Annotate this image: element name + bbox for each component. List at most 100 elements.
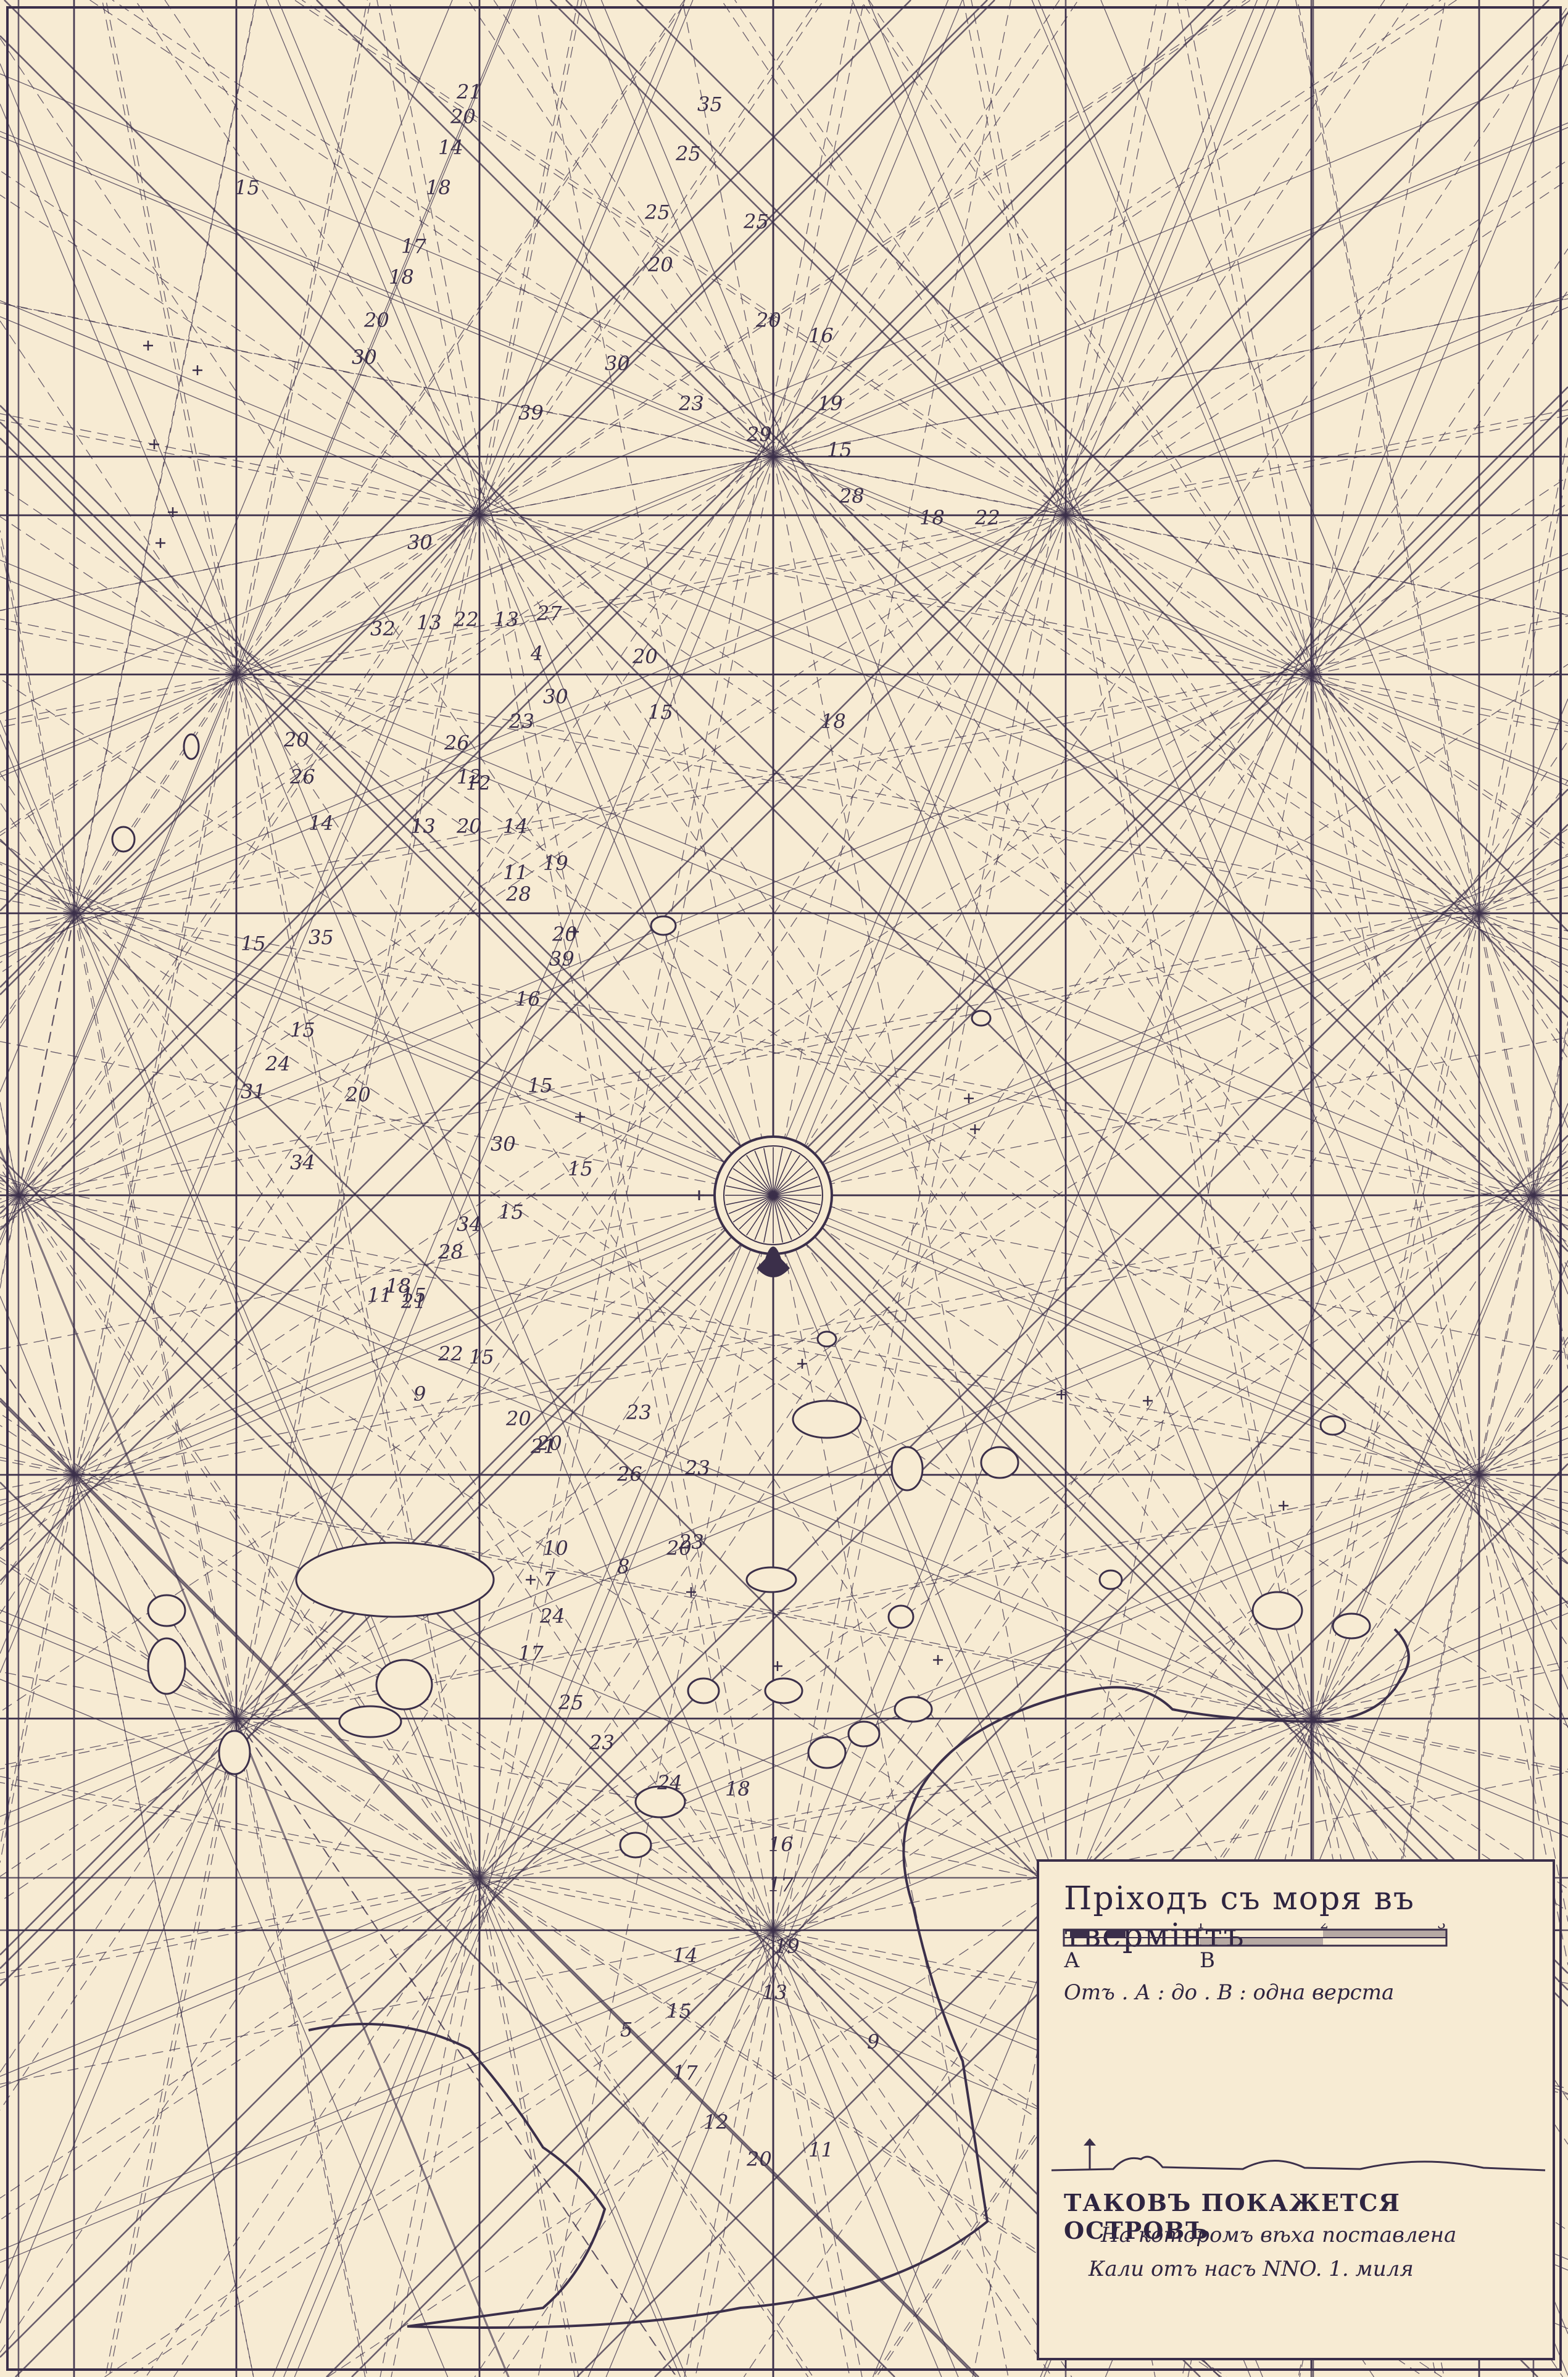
island [148,1638,185,1694]
rhumb-line [0,679,773,1195]
rhumb-line [236,674,1568,1226]
sounding-depth: 30 [605,352,630,375]
rhumb-line [106,1719,236,2377]
rhumb-line [0,1878,479,2076]
rhumb-line [773,400,1568,1195]
sounding-depth: 30 [491,1132,516,1156]
rhumb-line [0,541,74,913]
rhumb-line [0,674,236,832]
rhumb-line [1066,180,1568,515]
rhumb-line [0,422,773,1195]
rhumb-line [104,1930,773,2377]
rhumb-line [0,913,74,987]
rhumb-line [0,515,479,1233]
rhumb-line [74,913,1052,2377]
island [808,1737,845,1768]
sounding-depth: 15 [234,176,260,199]
rhumb-line [236,674,1568,2006]
rock-icon [149,439,159,449]
sounding-depth: 20 [755,309,781,332]
island [184,734,199,759]
sounding-depth: 23 [678,392,704,415]
sounding-depth: 13 [417,611,442,634]
island [818,1332,836,1346]
island [889,1606,913,1628]
sounding-depth: 17 [401,234,426,258]
sounding-depth: 13 [494,608,519,631]
rhumb-line [0,1398,479,1878]
sounding-depth: 12 [466,771,491,795]
sounding-depth: 39 [549,947,575,971]
rock-icon [964,1093,974,1103]
rhumb-line [773,1037,1568,1195]
rhumb-line [0,1719,236,1955]
rhumb-line [0,1195,773,1516]
rhumb-line [0,1475,74,1847]
island [895,1697,932,1722]
rhumb-line [0,773,773,1930]
rock-icon [970,1124,980,1134]
sounding-depth: 20 [536,1432,562,1455]
rhumb-line [19,1195,808,2377]
rhumb-line [1479,1260,1568,1475]
sounding-depth: 25 [675,142,701,165]
rhumb-line [236,1719,676,2377]
rhumb-line [773,127,1568,457]
scale-label-b: В [1200,1948,1215,1973]
sounding-depth: 20 [283,728,309,752]
island [651,916,676,935]
rhumb-line [0,438,236,674]
rhumb-line [74,294,1568,913]
rhumb-line [773,866,1568,1195]
rock-icon [193,365,202,375]
rhumb-line [302,0,1311,674]
rhumb-line [1313,1719,1568,1769]
rhumb-line [19,0,817,1195]
scale-label-a: А [1064,1948,1080,1973]
rhumb-line [773,11,1568,1930]
rhumb-line [0,1878,479,1973]
sounding-depth: 28 [839,484,865,508]
rhumb-line [294,515,1066,2377]
rhumb-line [19,0,1214,1195]
coastal-profile [1039,2109,1558,2183]
sounding-depth: 39 [518,401,544,425]
sounding-depth: 28 [505,882,531,906]
sounding-depth: 34 [290,1151,315,1174]
sounding-depth: 17 [768,1873,794,1896]
sounding-depth: 26 [289,765,315,789]
rhumb-line [0,1782,479,1878]
rhumb-line [1313,1668,1568,1719]
sounding-depth: 20 [632,645,658,668]
rhumb-line [479,0,995,515]
rhumb-line [773,0,1157,1930]
rhumb-line [236,0,370,674]
sounding-depth: 18 [725,1777,750,1801]
rhumb-line [773,457,1568,1251]
rhumb-line [1479,1475,1568,1608]
sounding-depth: 24 [265,1052,291,1076]
rhumb-line [0,1475,74,1549]
rhumb-line [1533,1195,1568,1230]
rhumb-line [0,420,479,515]
rhumb-line [0,674,236,1862]
island [1100,1570,1122,1589]
sounding-depth: 14 [673,1944,698,1967]
rhumb-line [102,0,236,674]
rock-icon [1056,1390,1066,1400]
rhumb-line [0,1930,773,2084]
island [892,1447,923,1490]
sounding-depth: 16 [515,987,541,1011]
sounding-depth: 31 [241,1080,266,1103]
rhumb-line [74,476,1568,1475]
rhumb-line [1311,674,1568,726]
rhumb-line [773,457,1568,615]
sounding-depth: 7 [543,1567,556,1591]
scale-description: Отъ . А : до . В : одна верста [1064,1980,1394,2005]
rock-icon [1279,1501,1288,1511]
rock-icon [773,1661,782,1671]
sounding-depth: 23 [626,1401,652,1424]
sounding-depth: 23 [589,1731,615,1754]
scale-tick: 3 [1437,1923,1446,1932]
sounding-depth: 15 [648,700,673,724]
